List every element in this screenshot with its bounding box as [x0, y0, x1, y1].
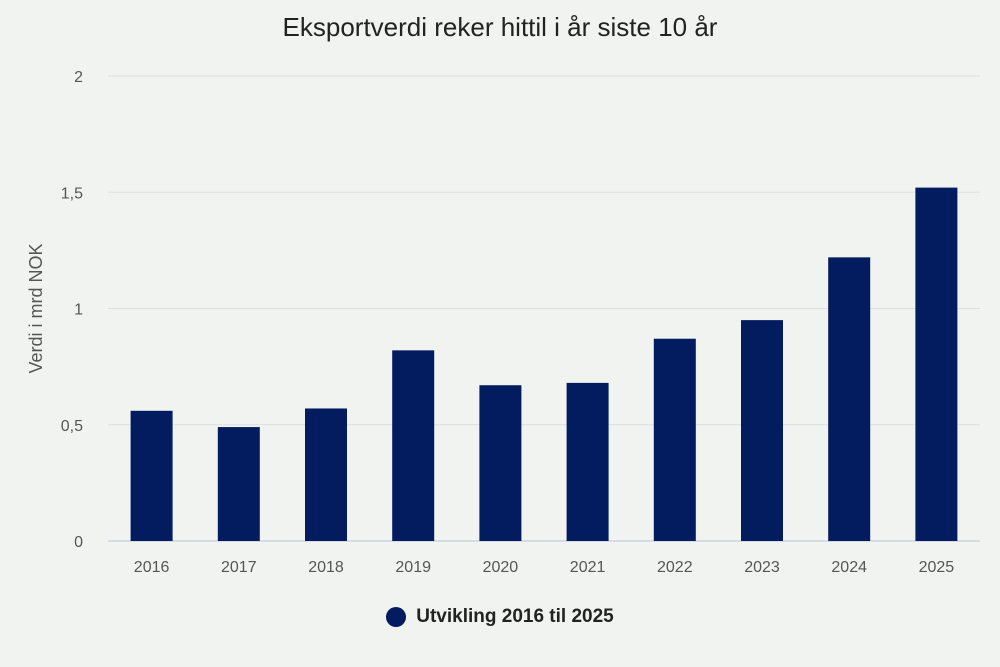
x-tick-label: 2018: [308, 559, 344, 576]
bar-2018[interactable]: [305, 408, 347, 541]
bar-2025[interactable]: [915, 187, 958, 541]
legend[interactable]: Utvikling 2016 til 2025: [0, 606, 1000, 628]
x-tick-label: 2024: [831, 559, 867, 576]
x-tick-label: 2020: [483, 559, 519, 576]
x-tick-label: 2023: [744, 559, 780, 576]
bar-2021[interactable]: [566, 382, 609, 541]
bar-2017[interactable]: [217, 427, 260, 541]
chart-title: Eksportverdi reker hittil i år siste 10 …: [282, 12, 718, 42]
bar-2020[interactable]: [479, 385, 522, 541]
x-tick-label: 2017: [221, 559, 257, 576]
y-tick-label: 0: [74, 534, 83, 551]
y-tick-label: 2: [74, 69, 83, 86]
x-tick-label: 2019: [395, 559, 431, 576]
x-tick-label: 2016: [134, 559, 170, 576]
x-tick-label: 2021: [570, 559, 606, 576]
y-tick-label: 1: [74, 302, 83, 319]
x-tick-label: 2022: [657, 559, 693, 576]
legend-marker-icon: [386, 607, 407, 627]
legend-label: Utvikling 2016 til 2025: [416, 606, 614, 627]
bar-2023[interactable]: [741, 320, 783, 541]
bar-2022[interactable]: [653, 338, 696, 541]
y-axis-label: Verdi i mrd NOK: [26, 243, 46, 373]
x-tick-label: 2025: [919, 559, 955, 576]
y-tick-label: 1,5: [61, 185, 83, 202]
bar-2016[interactable]: [130, 410, 173, 541]
bar-2019[interactable]: [392, 350, 435, 541]
bar-2024[interactable]: [828, 257, 871, 541]
y-tick-label: 0,5: [61, 418, 83, 435]
